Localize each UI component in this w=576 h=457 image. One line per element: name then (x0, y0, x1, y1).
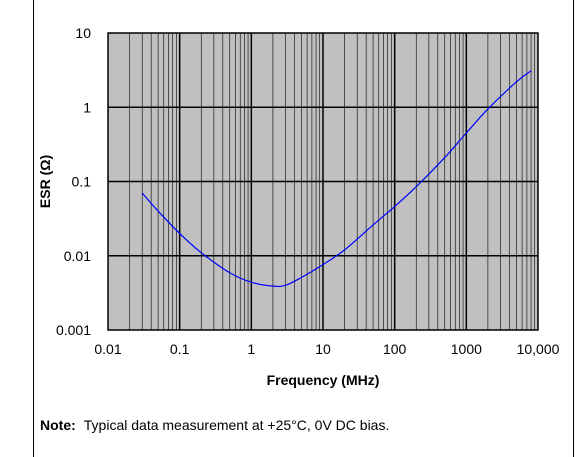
y-tick-label: 1 (83, 99, 91, 115)
x-tick-label: 10 (315, 341, 331, 357)
x-axis-title: Frequency (MHz) (267, 372, 380, 388)
y-tick-label: 0.01 (64, 248, 91, 264)
x-tick-label: 0.1 (170, 341, 190, 357)
note-text: Typical data measurement at +25°C, 0V DC… (83, 417, 390, 433)
x-tick-label: 0.01 (94, 341, 121, 357)
esr-curve (141, 70, 532, 288)
note-label: Note: (40, 417, 76, 433)
x-tick-label: 100 (383, 341, 407, 357)
x-tick-label: 1000 (451, 341, 482, 357)
y-tick-label: 10 (75, 25, 91, 41)
y-tick-label: 0.1 (72, 174, 92, 190)
x-tick-label: 1 (247, 341, 255, 357)
figure-frame (33, 0, 574, 457)
plot-border (107, 32, 539, 331)
x-tick-label: 10,000 (517, 341, 560, 357)
y-tick-label: 0.001 (56, 322, 91, 338)
footnote: Note: Typical data measurement at +25°C, … (40, 417, 389, 433)
major-gridlines (108, 33, 538, 330)
y-axis-title: ESR (Ω) (37, 155, 53, 208)
